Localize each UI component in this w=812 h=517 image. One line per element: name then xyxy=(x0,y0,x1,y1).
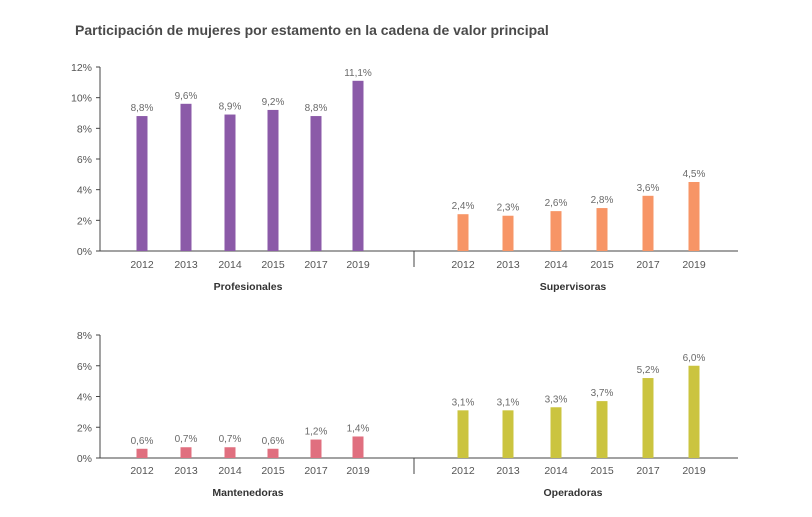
x-tick-label: 2012 xyxy=(451,259,475,271)
bar xyxy=(352,436,364,458)
x-tick-label: 2014 xyxy=(544,465,568,477)
data-label: 2,8% xyxy=(591,195,614,206)
bar xyxy=(596,401,608,458)
group-label: Profesionales xyxy=(214,281,283,293)
data-label: 6,0% xyxy=(683,353,706,364)
bar xyxy=(688,182,700,251)
bar xyxy=(180,103,192,251)
x-tick-label: 2015 xyxy=(261,465,285,477)
y-tick-label: 0% xyxy=(77,246,92,258)
data-label: 0,6% xyxy=(262,436,285,447)
x-tick-label: 2019 xyxy=(682,465,706,477)
data-label: 9,2% xyxy=(262,97,285,108)
data-label: 0,7% xyxy=(219,434,242,445)
bar xyxy=(136,448,148,458)
data-label: 8,8% xyxy=(131,103,154,114)
data-label: 2,3% xyxy=(497,203,520,214)
x-tick-label: 2017 xyxy=(304,259,328,271)
bar xyxy=(457,214,469,251)
group-label: Supervisoras xyxy=(540,281,607,293)
data-label: 8,9% xyxy=(219,102,242,113)
y-tick-label: 6% xyxy=(77,154,92,166)
x-tick-label: 2015 xyxy=(590,465,614,477)
x-tick-label: 2014 xyxy=(218,259,242,271)
bar xyxy=(457,410,469,458)
bar xyxy=(502,410,514,458)
x-tick-label: 2017 xyxy=(636,465,660,477)
bar xyxy=(267,109,279,251)
x-tick-label: 2019 xyxy=(346,259,370,271)
x-tick-label: 2013 xyxy=(174,465,198,477)
y-tick-label: 0% xyxy=(77,453,92,465)
data-label: 9,6% xyxy=(175,91,198,102)
x-tick-label: 2017 xyxy=(636,259,660,271)
data-label: 2,4% xyxy=(452,201,475,212)
x-tick-label: 2013 xyxy=(174,259,198,271)
data-label: 4,5% xyxy=(683,169,706,180)
data-label: 8,8% xyxy=(305,103,328,114)
x-tick-label: 2017 xyxy=(304,465,328,477)
y-tick-label: 8% xyxy=(77,123,92,135)
bar xyxy=(642,378,654,458)
y-tick-label: 8% xyxy=(77,330,92,342)
bar xyxy=(688,365,700,458)
y-tick-label: 4% xyxy=(77,185,92,197)
bar xyxy=(502,215,514,251)
bar xyxy=(310,439,322,458)
x-tick-label: 2014 xyxy=(544,259,568,271)
data-label: 2,6% xyxy=(545,198,568,209)
y-tick-label: 12% xyxy=(71,62,92,74)
data-label: 3,1% xyxy=(497,397,520,408)
x-tick-label: 2019 xyxy=(346,465,370,477)
data-label: 3,6% xyxy=(637,183,660,194)
x-tick-label: 2019 xyxy=(682,259,706,271)
data-label: 1,2% xyxy=(305,427,328,438)
bar xyxy=(224,114,236,252)
bar xyxy=(352,80,364,251)
data-label: 11,1% xyxy=(344,68,372,79)
bar xyxy=(550,407,562,458)
bar xyxy=(136,116,148,251)
bar xyxy=(267,448,279,458)
bar xyxy=(550,211,562,251)
x-tick-label: 2012 xyxy=(130,259,154,271)
bar xyxy=(596,208,608,251)
x-tick-label: 2015 xyxy=(261,259,285,271)
data-label: 1,4% xyxy=(347,423,370,434)
bar xyxy=(310,116,322,251)
y-tick-label: 6% xyxy=(77,361,92,373)
y-tick-label: 2% xyxy=(77,422,92,434)
data-label: 3,1% xyxy=(452,397,475,408)
data-label: 0,6% xyxy=(131,436,154,447)
bar xyxy=(642,195,654,251)
data-label: 3,3% xyxy=(545,394,568,405)
x-tick-label: 2014 xyxy=(218,465,242,477)
data-label: 3,7% xyxy=(591,388,614,399)
data-label: 5,2% xyxy=(637,365,660,376)
group-label: Operadoras xyxy=(544,487,603,499)
x-tick-label: 2013 xyxy=(496,259,520,271)
x-tick-label: 2012 xyxy=(451,465,475,477)
group-label: Mantenedoras xyxy=(212,487,283,499)
y-tick-label: 10% xyxy=(71,93,92,105)
y-tick-label: 4% xyxy=(77,392,92,404)
chart-title: Participación de mujeres por estamento e… xyxy=(75,22,549,38)
bar xyxy=(224,447,236,458)
bar xyxy=(180,447,192,458)
x-tick-label: 2015 xyxy=(590,259,614,271)
x-tick-label: 2013 xyxy=(496,465,520,477)
y-tick-label: 2% xyxy=(77,215,92,227)
x-tick-label: 2012 xyxy=(130,465,154,477)
data-label: 0,7% xyxy=(175,434,198,445)
